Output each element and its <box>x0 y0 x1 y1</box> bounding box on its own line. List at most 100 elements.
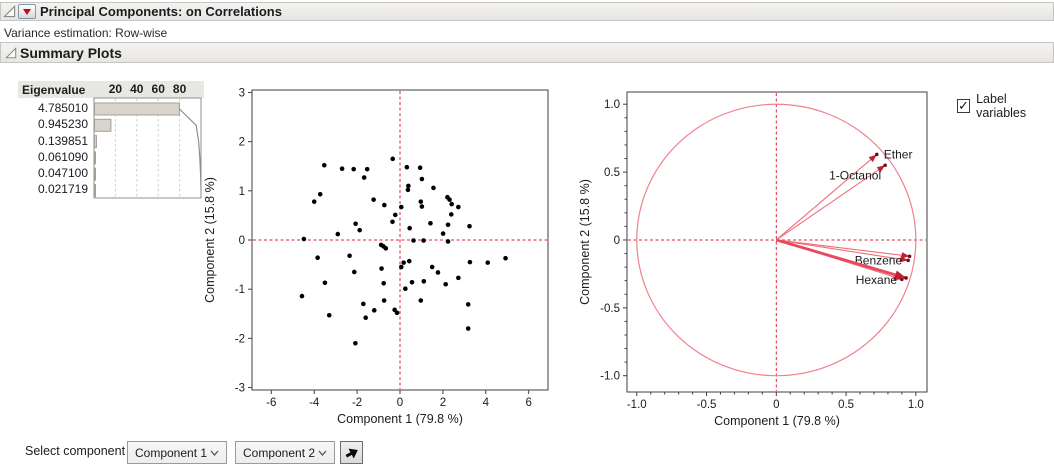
label-variables-checkbox[interactable]: ✓ <box>957 99 971 113</box>
scatter-point[interactable] <box>398 204 404 210</box>
score-scatter-plot[interactable]: -6 -4 -2 0 2 4 6 -3 -2 -1 0 1 2 3 Component 1 (79.8 %)… <box>200 82 572 430</box>
scatter-point[interactable] <box>411 238 416 243</box>
scatter-point[interactable] <box>392 212 398 218</box>
component-x-dropdown[interactable]: Component 1 <box>127 441 227 464</box>
scatter-point[interactable] <box>467 259 473 265</box>
loading-vector[interactable] <box>775 238 907 280</box>
scatter-point[interactable] <box>443 281 448 287</box>
scatter-point[interactable] <box>379 266 384 271</box>
component-y-dropdown[interactable]: Component 2 <box>235 441 335 464</box>
scatter-point[interactable] <box>403 286 408 291</box>
scatter-point[interactable] <box>405 187 411 193</box>
scatter-point[interactable] <box>428 220 433 226</box>
scatter-point[interactable] <box>467 223 472 229</box>
scatter-point[interactable] <box>347 253 352 259</box>
svg-text:-2: -2 <box>235 333 245 345</box>
scatter-point[interactable] <box>390 156 396 162</box>
scatter-point[interactable] <box>448 212 454 217</box>
variable-label[interactable]: 1-Octanol <box>829 168 881 182</box>
scatter-point[interactable] <box>301 236 307 242</box>
scatter-point[interactable] <box>418 199 424 204</box>
scatter-point[interactable] <box>398 264 404 270</box>
scatter-point[interactable] <box>317 191 323 197</box>
scatter-point[interactable] <box>449 201 454 207</box>
scatter-point[interactable] <box>456 275 461 281</box>
svg-text:Component 2 (15.8 %): Component 2 (15.8 %) <box>203 177 217 303</box>
scatter-point[interactable] <box>383 246 389 251</box>
scatter-point[interactable] <box>371 308 377 313</box>
scatter-point[interactable] <box>406 183 411 189</box>
scatter-point[interactable] <box>421 279 427 284</box>
eigenvalue-bar-chart[interactable]: 20 40 60 80 <box>92 80 206 204</box>
eigenvalue-bar[interactable] <box>94 102 180 116</box>
scatter-point[interactable] <box>445 239 451 244</box>
loading-vector[interactable] <box>776 239 909 261</box>
scatter-point[interactable] <box>406 258 412 264</box>
scatter-point[interactable] <box>394 310 400 316</box>
scatter-point[interactable] <box>364 166 370 172</box>
scatter-point[interactable] <box>401 260 406 265</box>
scatter-point[interactable] <box>352 269 357 275</box>
scatter-point[interactable] <box>315 255 320 261</box>
loading-vector[interactable] <box>775 154 878 241</box>
eigenvalue-bar[interactable] <box>94 184 96 197</box>
scatter-point[interactable] <box>357 227 362 233</box>
vector-arrowhead-icon <box>868 154 877 163</box>
scatter-point[interactable] <box>404 164 410 170</box>
scatter-point[interactable] <box>326 312 332 318</box>
red-triangle-menu-button[interactable] <box>18 4 36 19</box>
scatter-point[interactable] <box>311 199 317 204</box>
scatter-point[interactable] <box>429 264 435 270</box>
scatter-point[interactable] <box>418 298 424 303</box>
scatter-point[interactable] <box>456 204 461 210</box>
scatter-point[interactable] <box>465 302 471 307</box>
scatter-point[interactable] <box>419 176 425 182</box>
eigenvalue-bar[interactable] <box>94 167 96 181</box>
scatter-point[interactable] <box>381 298 387 303</box>
scatter-point[interactable] <box>335 231 341 237</box>
scatter-point[interactable] <box>440 231 446 236</box>
scatter-point[interactable] <box>361 301 366 307</box>
scatter-point[interactable] <box>321 162 327 168</box>
scatter-point[interactable] <box>409 279 415 285</box>
disclosure-open-icon[interactable] <box>3 5 16 18</box>
scatter-point[interactable] <box>382 202 387 208</box>
scatter-point[interactable] <box>322 280 328 286</box>
scatter-point[interactable] <box>381 280 386 286</box>
eigenvalue-column-header: Eigenvalue <box>22 83 86 97</box>
scatter-point[interactable] <box>407 225 412 231</box>
scatter-point[interactable] <box>353 340 358 346</box>
disclosure-open-icon[interactable] <box>5 46 17 59</box>
scatter-point[interactable] <box>390 219 395 225</box>
scatter-point[interactable] <box>363 315 368 321</box>
scatter-point[interactable] <box>419 204 425 209</box>
vector-arrowhead-icon <box>901 252 910 259</box>
variable-label[interactable]: Hexane <box>856 273 898 287</box>
scatter-point[interactable] <box>503 255 508 261</box>
scatter-point[interactable] <box>435 270 441 275</box>
loading-plot[interactable]: -1.0 -0.5 0 0.5 1.0 -1.0 -0.5 0 0.5 1.0 Ether1-Oct… <box>575 82 961 430</box>
eigenvalue-bar[interactable] <box>94 151 96 165</box>
scatter-point[interactable] <box>447 197 452 202</box>
scatter-point[interactable] <box>445 222 451 228</box>
scatter-point[interactable] <box>485 260 491 265</box>
scatter-point[interactable] <box>371 197 376 202</box>
eigenvalue-bar[interactable] <box>94 118 112 132</box>
apply-components-button[interactable] <box>340 441 363 464</box>
scatter-point[interactable] <box>353 221 358 227</box>
scatter-point[interactable] <box>351 166 356 172</box>
scatter-point[interactable] <box>361 175 367 180</box>
scatter-point[interactable] <box>339 166 345 171</box>
scatter-point[interactable] <box>299 293 305 299</box>
scatter-point[interactable] <box>431 185 436 191</box>
variable-label[interactable]: Ether <box>884 147 913 161</box>
scatter-point[interactable] <box>465 326 471 331</box>
eigenvalue-bar[interactable] <box>94 135 97 149</box>
svg-text:40: 40 <box>130 82 144 96</box>
scatter-point[interactable] <box>421 238 426 243</box>
loading-vector[interactable] <box>775 164 886 241</box>
scatter-point[interactable] <box>417 165 423 171</box>
label-variables-control[interactable]: ✓ Label variables <box>957 92 1054 120</box>
loading-vector[interactable] <box>776 239 910 257</box>
variable-label[interactable]: Benzene <box>855 253 903 267</box>
